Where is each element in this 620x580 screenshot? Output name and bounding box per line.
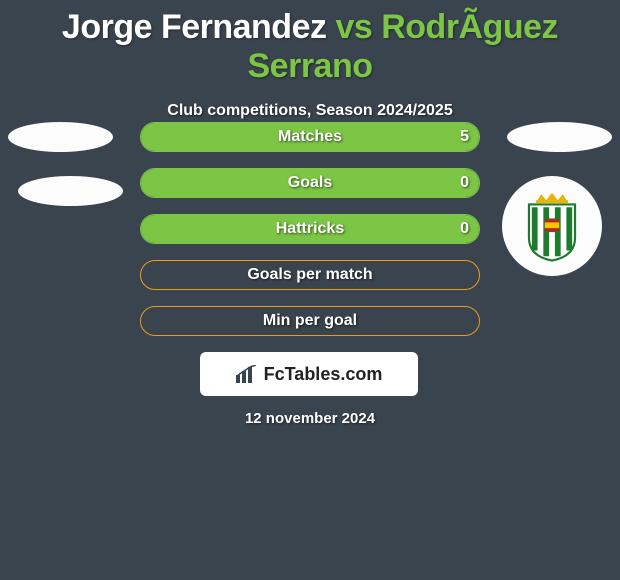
comparison-title: Jorge Fernandez vs RodrÃ­guez Serrano bbox=[0, 0, 620, 86]
brand-text: FcTables.com bbox=[264, 364, 383, 385]
vs-label: vs bbox=[335, 8, 372, 46]
brand-card[interactable]: FcTables.com bbox=[200, 352, 418, 396]
stat-right-value: 0 bbox=[460, 174, 469, 192]
stat-label: Min per goal bbox=[141, 312, 479, 330]
stat-row-hattricks: Hattricks 0 bbox=[140, 214, 480, 244]
season-subtitle: Club competitions, Season 2024/2025 bbox=[0, 102, 620, 120]
player2-club-crest bbox=[502, 176, 602, 276]
stat-row-goals-per-match: Goals per match bbox=[140, 260, 480, 290]
player1-photo-placeholder bbox=[8, 122, 113, 152]
stats-container: Matches 5 Goals 0 Hattricks 0 Goals per … bbox=[140, 122, 480, 352]
stat-label: Goals per match bbox=[141, 266, 479, 284]
cordoba-crest-icon bbox=[516, 190, 588, 262]
player2-photo-placeholder bbox=[507, 122, 612, 152]
player1-name: Jorge Fernandez bbox=[62, 8, 327, 46]
stat-row-goals: Goals 0 bbox=[140, 168, 480, 198]
stat-label: Matches bbox=[141, 128, 479, 146]
stat-right-value: 5 bbox=[460, 128, 469, 146]
bars-icon bbox=[236, 365, 258, 383]
stat-label: Hattricks bbox=[141, 220, 479, 238]
player1-club-placeholder bbox=[18, 176, 123, 206]
stat-label: Goals bbox=[141, 174, 479, 192]
stat-right-value: 0 bbox=[460, 220, 469, 238]
stat-row-min-per-goal: Min per goal bbox=[140, 306, 480, 336]
stat-row-matches: Matches 5 bbox=[140, 122, 480, 152]
snapshot-date: 12 november 2024 bbox=[0, 410, 620, 427]
